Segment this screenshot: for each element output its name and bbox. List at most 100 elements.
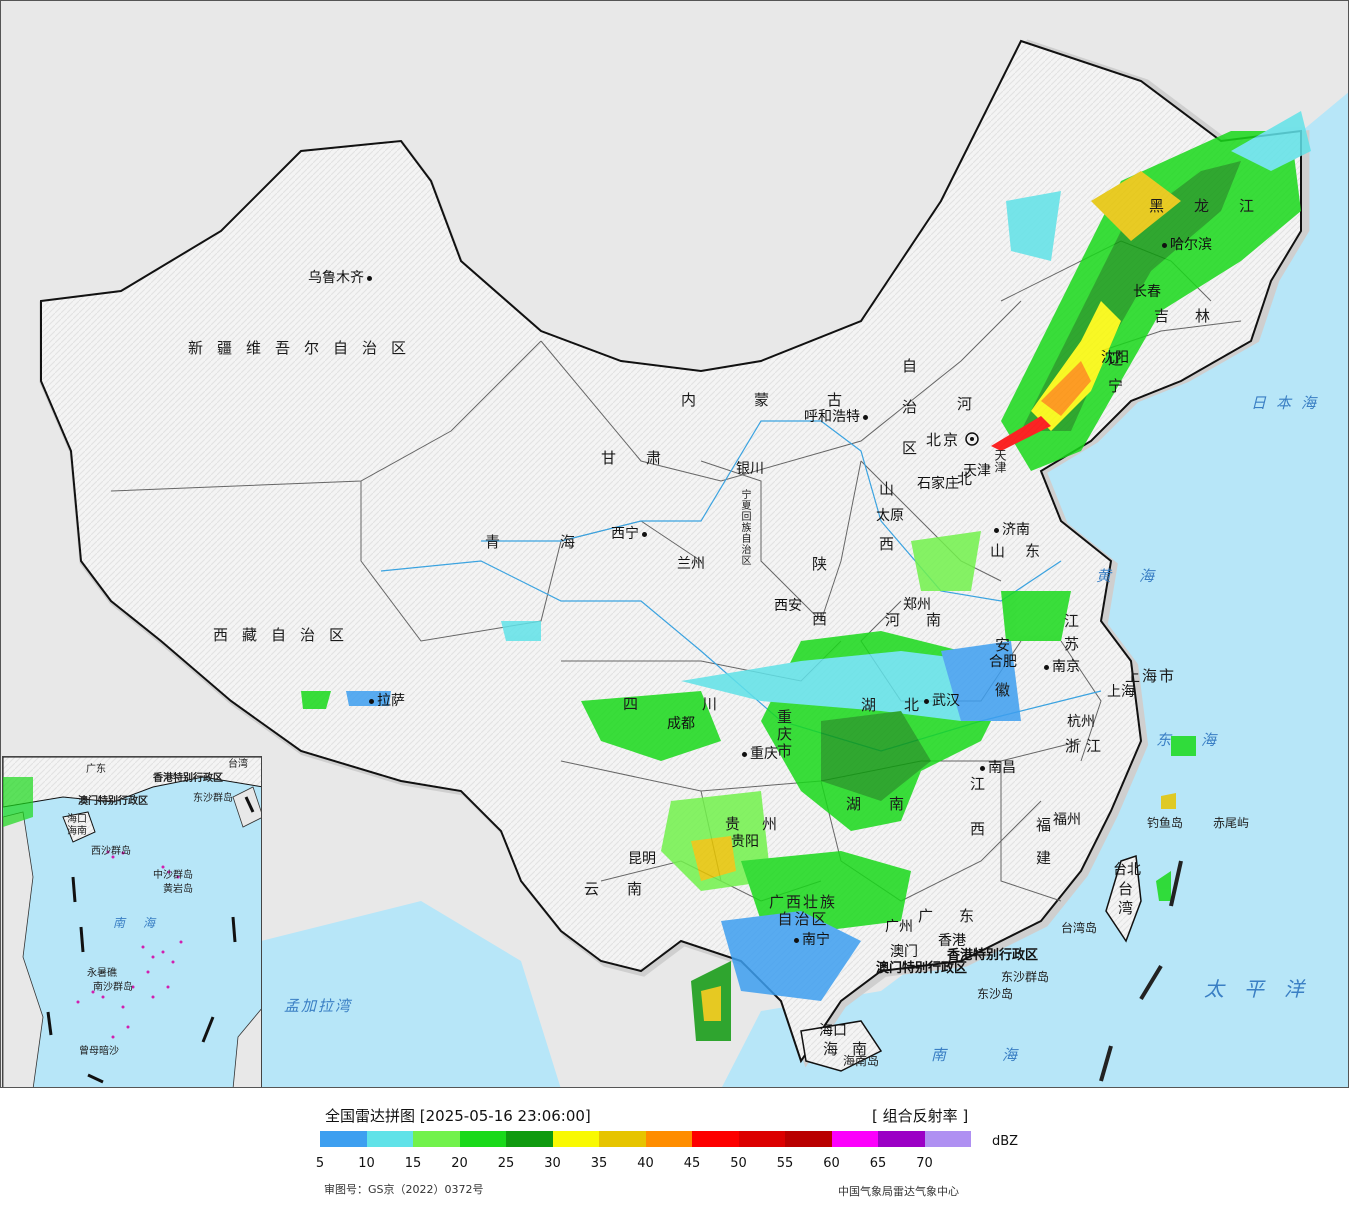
- color-swatch: [831, 1131, 878, 1147]
- label-hubei: 湖北: [861, 696, 948, 714]
- capital-marker: [965, 432, 979, 446]
- label-guizhou: 贵州: [725, 815, 800, 833]
- taiwan-island: [1105, 854, 1142, 943]
- city-nanjing: 南京: [1041, 660, 1080, 674]
- city-shanghai: 上海: [1107, 684, 1135, 700]
- legend-tick: 65: [869, 1156, 887, 1171]
- inset-haikou: 海口: [67, 814, 87, 825]
- label-neimenggu: 内蒙古: [681, 391, 901, 409]
- inset-dongsha: 东沙群岛: [193, 793, 233, 804]
- inset-taiwan: 台湾: [228, 759, 248, 770]
- label-taiwan: 台湾: [1116, 881, 1134, 919]
- label-shanghai: 上海市: [1125, 667, 1177, 685]
- bay-of-bengal: [261, 901, 561, 1087]
- data-source: 中国气象局雷达气象中心: [838, 1185, 959, 1198]
- label-ningxia: 宁夏回族自治区: [739, 489, 750, 566]
- city-hongkong: 香港: [938, 933, 966, 949]
- label-south-sea: 南海: [931, 1046, 1074, 1064]
- legend-product: [ 组合反射率 ]: [872, 1107, 969, 1125]
- city-guangzhou: 广州: [885, 919, 913, 935]
- label-yellow-sea: 黄海: [1096, 567, 1183, 585]
- city-urumqi: 乌鲁木齐: [308, 271, 375, 285]
- label-jiangsu: 江苏: [1062, 613, 1080, 659]
- color-swatch: [552, 1131, 599, 1147]
- legend-tick: 35: [590, 1156, 608, 1171]
- label-anhui: 安徽: [993, 637, 1011, 727]
- label-shaanxi: 陕西: [810, 556, 828, 666]
- map-canvas: [39, 39, 1348, 1087]
- color-scale: [320, 1131, 971, 1147]
- inset-guangdong: 广东: [86, 764, 106, 775]
- legend-tick: 55: [776, 1156, 794, 1171]
- inset-zengmu: 曾母暗沙: [79, 1046, 119, 1057]
- city-xian: 西安: [774, 598, 802, 614]
- inset-south-sea: 南海: [113, 916, 174, 930]
- city-tianjin: 天津: [963, 463, 991, 479]
- label-gansu: 甘肃: [601, 449, 692, 467]
- label-tianjin-prov: 天津: [993, 449, 1007, 473]
- color-swatch: [320, 1131, 367, 1147]
- radar-echoes: [301, 111, 1311, 1041]
- color-swatch: [599, 1131, 646, 1147]
- legend-tick: 50: [730, 1156, 747, 1171]
- south-china-sea-inset: 广东 台湾 香港特别行政区 澳门特别行政区 东沙群岛 海口 海南 西沙群岛 中沙…: [2, 756, 262, 1087]
- map-approval-number: 审图号：GS京（2022）0372号: [324, 1183, 484, 1196]
- city-harbin: 哈尔滨: [1159, 238, 1212, 252]
- label-heilongjiang: 黑龙江: [1149, 197, 1285, 215]
- label-guangxi: 广西壮族自治区: [768, 893, 837, 928]
- city-macau: 澳门: [890, 944, 918, 960]
- label-liaoning: 辽宁: [1106, 351, 1124, 405]
- label-yunnan: 云南: [584, 880, 671, 898]
- city-jinan: 济南: [991, 523, 1030, 537]
- inset-huangyan: 黄岩岛: [163, 884, 193, 895]
- label-diaoyu: 钓鱼岛: [1147, 816, 1184, 830]
- city-xining: 西宁: [611, 527, 650, 541]
- legend-title: 全国雷达拼图 [2025-05-16 23:06:00]: [325, 1107, 591, 1125]
- label-xinjiang: 新疆维吾尔自治区: [188, 339, 421, 357]
- city-changchun: 长春: [1133, 284, 1161, 300]
- label-dongsha-dao: 东沙岛: [977, 987, 1014, 1001]
- inset-hk: 香港特别行政区: [153, 773, 223, 784]
- city-taiyuan: 太原: [876, 508, 904, 524]
- legend-unit: dBZ: [992, 1134, 1019, 1149]
- label-japan-sea: 日本海: [1251, 394, 1327, 412]
- label-taiwan-dao: 台湾岛: [1061, 921, 1098, 935]
- legend-tick: 15: [404, 1156, 422, 1171]
- label-shanxi: 山西: [877, 481, 895, 591]
- legend-tick: 30: [544, 1156, 561, 1171]
- color-swatch: [692, 1131, 739, 1147]
- label-chongqing: 重庆市: [775, 709, 793, 760]
- city-shenyang: 沈阳: [1101, 350, 1129, 366]
- color-swatch: [366, 1131, 413, 1147]
- city-hangzhou: 杭州: [1067, 714, 1095, 730]
- label-hainan: 海南: [823, 1040, 882, 1058]
- city-fuzhou: 福州: [1053, 812, 1081, 828]
- inset-nansha: 南沙群岛: [93, 982, 133, 993]
- label-beijing: 北京: [926, 431, 961, 449]
- label-macau-sar: 澳门特别行政区: [876, 961, 968, 976]
- color-swatch: [924, 1131, 971, 1147]
- label-hk-sar: 香港特别行政区: [947, 948, 1039, 963]
- label-hebei: 河北: [955, 396, 973, 546]
- city-guiyang: 贵阳: [731, 834, 759, 850]
- city-yinchuan: 银川: [736, 461, 764, 477]
- inset-xisha: 西沙群岛: [91, 846, 131, 857]
- legend-tick: 40: [637, 1156, 654, 1171]
- city-chongqing: 重庆: [739, 747, 778, 761]
- china-landmass: [40, 39, 1302, 1064]
- label-xizang: 西藏自治区: [213, 626, 359, 644]
- label-fujian: 福建: [1034, 817, 1052, 883]
- label-guangdong: 广东: [918, 907, 1001, 925]
- city-wuhan: 武汉: [921, 694, 960, 708]
- color-swatch: [506, 1131, 553, 1147]
- city-lhasa: 拉萨: [366, 694, 405, 708]
- label-henan: 河南: [885, 611, 968, 629]
- color-swatch: [413, 1131, 460, 1147]
- color-swatch: [878, 1131, 925, 1147]
- legend-tick: 70: [916, 1156, 933, 1171]
- color-swatch: [785, 1131, 832, 1147]
- label-jilin: 吉林: [1154, 307, 1237, 325]
- inset-canvas: [3, 757, 261, 1087]
- label-east-sea: 东海: [1156, 731, 1247, 749]
- label-hainan-dao: 海南岛: [843, 1054, 880, 1068]
